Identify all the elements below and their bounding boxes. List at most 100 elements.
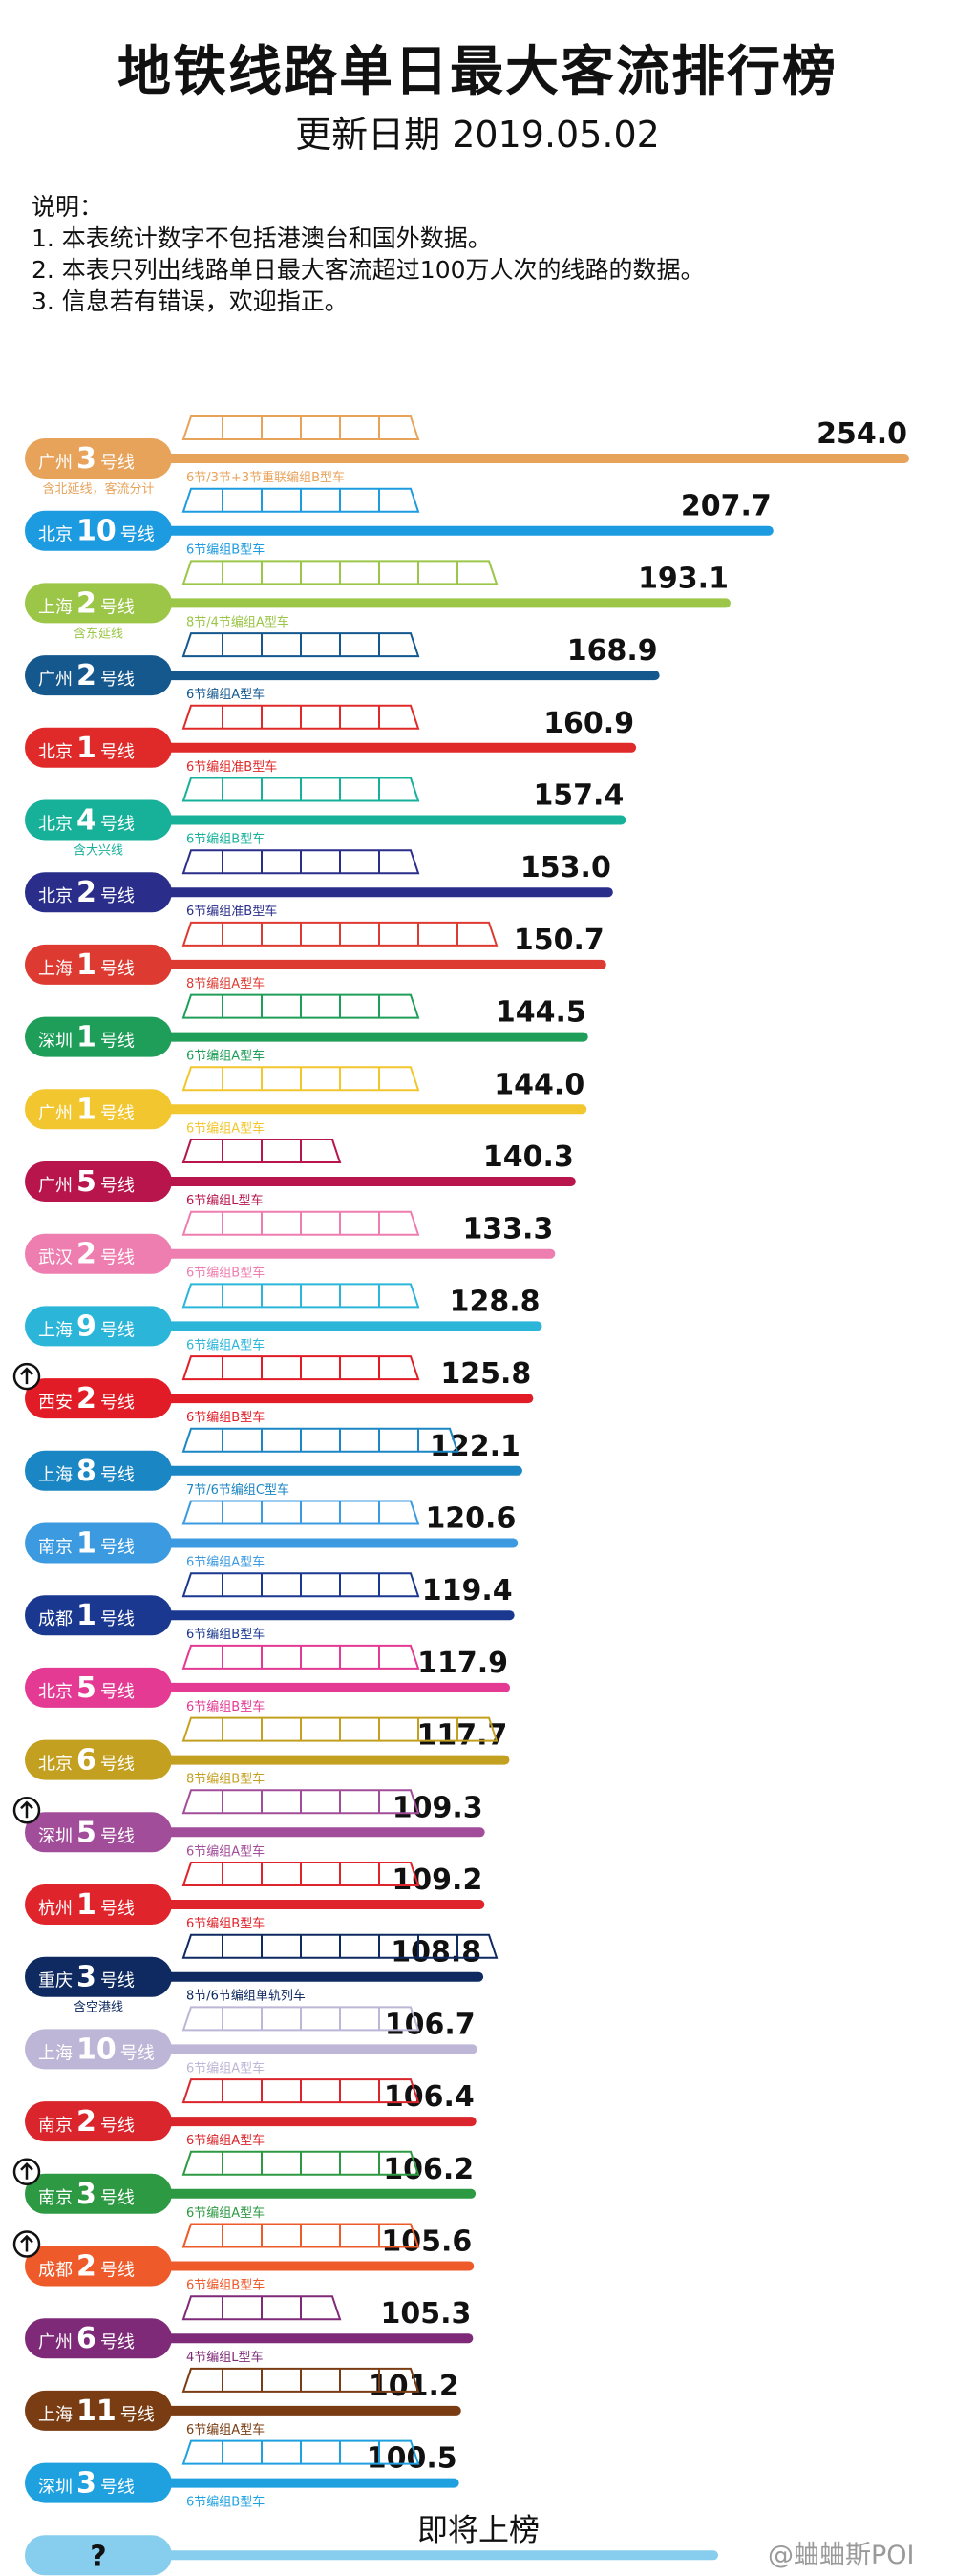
line-extra-note-3: 含东延线 [74, 626, 123, 641]
bar-14 [155, 1394, 534, 1404]
line-label-11: 广州 5 号线 [38, 1165, 135, 1199]
value-label-20: 109.3 [393, 1791, 483, 1824]
bar-25 [155, 2188, 477, 2199]
rising-arrow-glyph [20, 1367, 33, 1385]
bar-1 [155, 454, 909, 463]
line-label-24: 南京 2 号线 [38, 2105, 135, 2139]
train-description-23: 6节编组A型车 [186, 2060, 265, 2076]
line-label-29: 深圳 3 号线 [38, 2467, 135, 2501]
bar-9 [155, 1032, 588, 1042]
value-label-29: 100.5 [367, 2442, 457, 2476]
line-badge-24 [25, 2101, 172, 2142]
value-label-23: 106.7 [385, 2008, 476, 2041]
train-description-12: 6节编组B型车 [186, 1266, 265, 1281]
line-badge-1 [25, 438, 172, 479]
note-item-3: 3. 信息若有错误，欢迎指正。 [32, 287, 349, 315]
bar-22 [155, 1971, 484, 1982]
notes-block: 说明： 1. 本表统计数字不包括港澳台和国外数据。 2. 本表只列出线路单日最大… [32, 191, 705, 317]
bar-3 [155, 598, 731, 608]
line-extra-note-6: 含大兴线 [74, 843, 123, 859]
bar-10 [155, 1104, 587, 1115]
train-description-11: 6节编组L型车 [186, 1193, 264, 1208]
bar-24 [155, 2117, 477, 2127]
line-extra-note-22: 含空港线 [74, 2000, 123, 2015]
line-badge-3 [25, 583, 172, 624]
line-badge-12 [25, 1233, 172, 1274]
bar-5 [155, 742, 637, 753]
value-label-17: 119.4 [422, 1574, 513, 1607]
bar-19 [155, 1755, 510, 1765]
line-label-19: 北京 6 号线 [38, 1744, 135, 1778]
line-badge-22 [25, 1956, 172, 1997]
line-label-12: 武汉 2 号线 [38, 1238, 135, 1271]
train-description-25: 6节编组A型车 [186, 2205, 265, 2221]
line-badge-21 [25, 1884, 172, 1925]
train-description-17: 6节编组B型车 [186, 1627, 265, 1642]
train-description-15: 7节/6节编组C型车 [186, 1482, 289, 1498]
value-label-13: 128.8 [450, 1285, 541, 1318]
line-badge-11 [25, 1161, 172, 1202]
train-icon-19 [181, 1716, 499, 1742]
line-badge-18 [25, 1667, 172, 1708]
value-label-26: 105.6 [381, 2225, 472, 2259]
value-label-8: 150.7 [514, 924, 605, 957]
train-description-2: 6节编组B型车 [186, 543, 265, 558]
line-badge-10 [25, 1089, 172, 1130]
line-label-7: 北京 2 号线 [38, 876, 135, 909]
line-label-8: 上海 1 号线 [38, 948, 135, 982]
bar-6 [155, 815, 626, 825]
train-description-13: 6节编组A型车 [186, 1337, 265, 1352]
upcoming-badge-label: ? [90, 2540, 106, 2573]
train-description-7: 6节编组准B型车 [186, 904, 277, 919]
rising-arrow-glyph [20, 2162, 33, 2180]
line-badge-27 [25, 2318, 172, 2359]
value-label-9: 144.5 [496, 996, 586, 1030]
line-label-10: 广州 1 号线 [38, 1093, 135, 1126]
bar-16 [155, 1538, 519, 1548]
value-label-15: 122.1 [430, 1430, 520, 1463]
bar-27 [155, 2333, 474, 2344]
line-badge-7 [25, 872, 172, 913]
value-label-5: 160.9 [543, 707, 634, 740]
bar-29 [155, 2478, 459, 2488]
rising-arrow-glyph [20, 1800, 33, 1819]
value-label-18: 117.9 [417, 1647, 508, 1680]
chart-subtitle: 更新日期 2019.05.02 [295, 114, 660, 156]
bar-7 [155, 887, 613, 898]
train-description-24: 6节编组A型车 [186, 2133, 265, 2148]
train-icon-15 [181, 1427, 459, 1453]
line-label-3: 上海 2 号线 [38, 586, 135, 620]
line-label-15: 上海 8 号线 [38, 1455, 135, 1488]
line-badge-17 [25, 1595, 172, 1636]
line-label-13: 上海 9 号线 [38, 1309, 135, 1343]
line-label-20: 深圳 5 号线 [38, 1816, 135, 1849]
train-description-26: 6节编组B型车 [186, 2278, 265, 2293]
value-label-6: 157.4 [533, 779, 624, 813]
train-description-28: 6节编组A型车 [186, 2422, 265, 2438]
line-label-21: 杭州 1 号线 [38, 1888, 135, 1922]
bar-11 [155, 1177, 576, 1186]
line-badge-6 [25, 799, 172, 841]
value-label-7: 153.0 [520, 851, 611, 884]
train-icon-8 [181, 921, 499, 947]
line-extra-note-1: 含北延线，客流分计 [42, 481, 154, 497]
train-description-16: 6节编组A型车 [186, 1555, 265, 1570]
bar-2 [155, 525, 774, 536]
value-label-3: 193.1 [638, 562, 729, 595]
value-label-11: 140.3 [483, 1140, 574, 1174]
line-badge-29 [25, 2462, 172, 2503]
line-badge-2 [25, 510, 172, 551]
bar-8 [155, 959, 606, 969]
line-label-14: 西安 2 号线 [38, 1382, 135, 1416]
line-badge-9 [25, 1016, 172, 1057]
notes-heading: 说明： [32, 193, 104, 221]
train-description-8: 8节编组A型车 [186, 976, 265, 991]
bar-23 [155, 2044, 478, 2054]
line-label-2: 北京 10 号线 [38, 515, 155, 548]
line-label-4: 广州 2 号线 [38, 659, 135, 692]
train-description-3: 8节/4节编组A型车 [186, 614, 289, 629]
line-label-22: 重庆 3 号线 [38, 1961, 135, 1994]
value-label-12: 133.3 [462, 1213, 553, 1246]
value-label-28: 101.2 [369, 2370, 459, 2403]
